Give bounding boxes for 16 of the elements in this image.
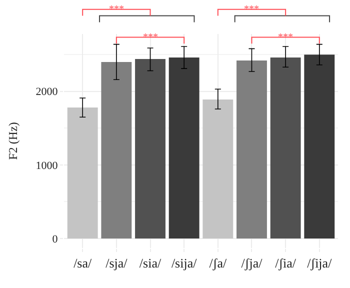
x-tick-label: /sja/	[106, 256, 128, 271]
y-tick-label: 1000	[36, 160, 58, 172]
text: ***	[244, 4, 259, 15]
text: ***	[109, 4, 124, 15]
x-tick-label: /sija/	[171, 256, 198, 271]
x-tick-label: /ʃa/	[209, 256, 227, 271]
x-tick-label: /ʃja/	[241, 256, 263, 271]
x-tick-label: /ʃia/	[275, 256, 296, 271]
x-tick-label: /sa/	[74, 256, 92, 271]
y-tick-label: 0	[52, 233, 58, 246]
annotation: ***	[278, 32, 293, 43]
y-tick-label: 2000	[36, 86, 58, 98]
x-tick-label: /sia/	[139, 256, 162, 271]
x-tick-label: /ʃija/	[307, 256, 332, 271]
y-axis-title: F2 (Hz)	[6, 122, 20, 160]
annotation: ***	[143, 32, 158, 43]
